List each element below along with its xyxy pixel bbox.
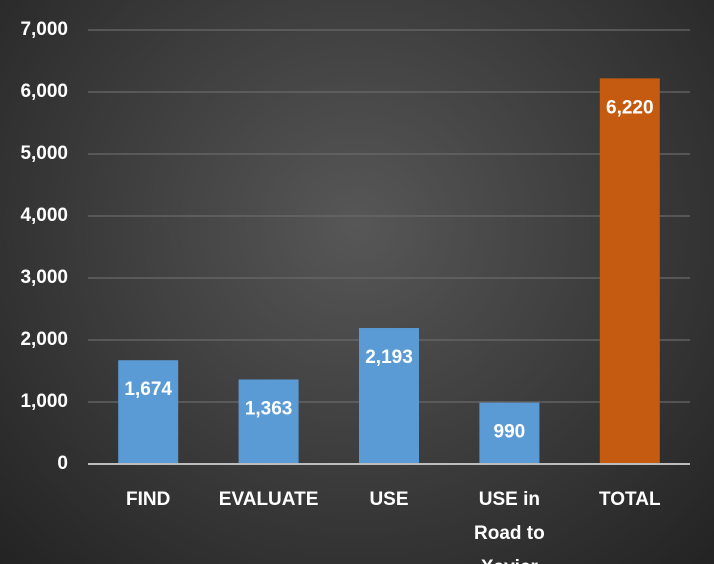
bar [599,78,660,465]
y-tick-label: 5,000 [20,143,68,164]
value-label: 990 [494,422,526,443]
y-tick-label: 2,000 [20,329,68,350]
y-tick-label: 0 [57,453,68,474]
y-tick-label: 4,000 [20,205,68,226]
y-tick-label: 3,000 [20,267,68,288]
x-tick-label: TOTAL [599,489,661,510]
x-tick-label: FIND [126,489,171,510]
value-label: 1,363 [245,399,293,420]
bar [359,328,419,464]
y-tick-label: 6,000 [20,81,68,102]
x-tick-label: USE in Road to Xavier [474,489,545,564]
bar [238,379,299,464]
bar [118,360,179,464]
y-tick-label: 1,000 [20,391,68,412]
bar [479,402,540,464]
x-tick-label: EVALUATE [218,489,319,510]
x-tick-label: USE [369,489,409,510]
value-label: 2,193 [365,347,413,368]
value-label: 1,674 [124,379,172,400]
value-label: 6,220 [606,97,654,118]
y-tick-label: 7,000 [20,19,68,40]
